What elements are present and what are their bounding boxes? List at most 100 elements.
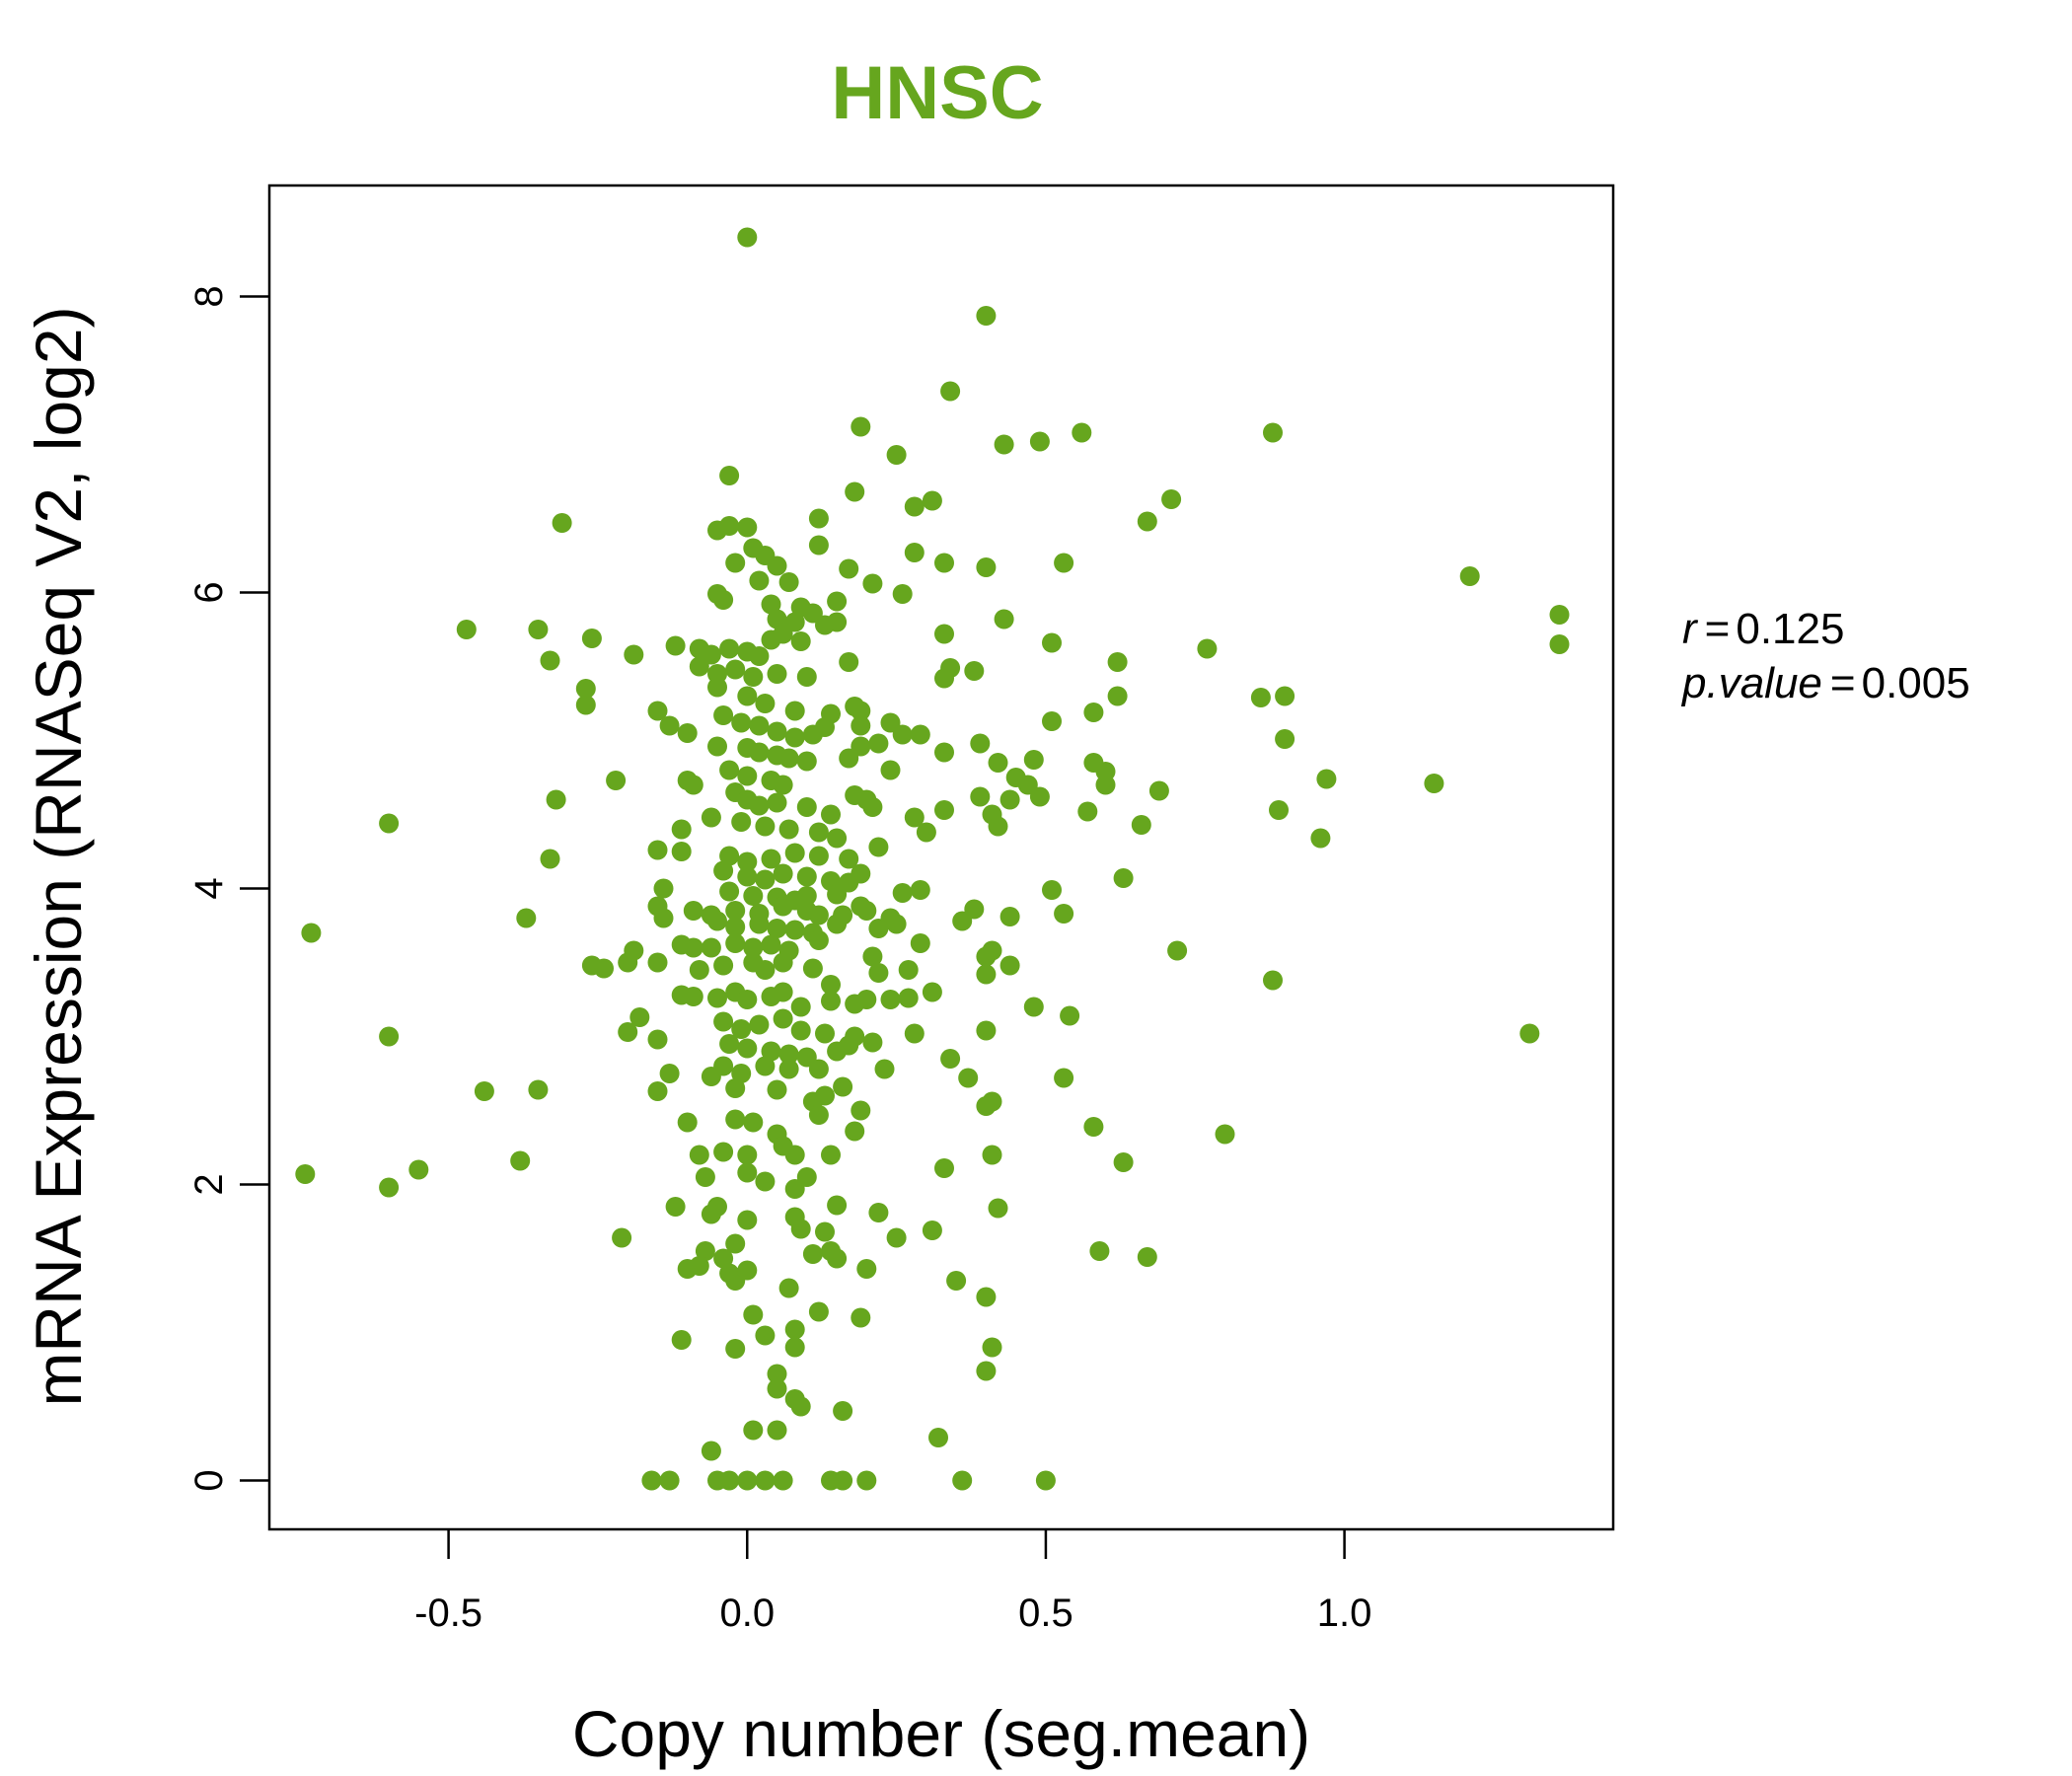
data-point-350	[695, 1241, 715, 1261]
data-point-316	[845, 1121, 865, 1142]
data-point-318	[1215, 1124, 1235, 1145]
data-point-306	[815, 1085, 835, 1106]
data-point-220	[952, 911, 973, 931]
data-point-37	[761, 594, 781, 615]
data-point-22	[808, 535, 829, 555]
data-point-265	[1023, 997, 1044, 1017]
data-point-328	[408, 1159, 429, 1180]
data-point-135	[379, 813, 400, 834]
data-point-172	[839, 849, 859, 869]
data-point-174	[713, 860, 734, 881]
data-point-327	[510, 1150, 531, 1171]
data-point-290	[713, 1056, 734, 1076]
data-point-134	[546, 789, 566, 810]
data-point-89	[647, 701, 668, 721]
data-point-166	[540, 849, 560, 869]
data-point-151	[1029, 786, 1050, 807]
data-point-244	[802, 958, 823, 979]
y-tick-label: 4	[187, 877, 231, 899]
data-point-123	[773, 775, 793, 795]
data-point-336	[934, 1158, 954, 1178]
data-point-14	[1161, 489, 1182, 509]
data-point-84	[851, 701, 871, 721]
data-point-28	[725, 553, 746, 573]
data-point-261	[856, 990, 877, 1009]
x-tick-label: 1.0	[1317, 1591, 1372, 1635]
data-point-58	[934, 624, 954, 644]
data-point-75	[934, 668, 954, 689]
data-point-171	[808, 846, 829, 866]
data-point-294	[808, 1059, 829, 1079]
data-point-149	[988, 816, 1008, 837]
data-point-184	[719, 881, 740, 902]
data-point-381	[833, 1401, 853, 1421]
data-point-192	[910, 880, 930, 900]
data-point-185	[743, 886, 764, 906]
data-point-239	[689, 960, 709, 980]
data-point-105	[707, 736, 727, 757]
data-point-272	[731, 1019, 752, 1039]
data-point-158	[755, 816, 776, 837]
data-point-344	[988, 1198, 1008, 1219]
data-point-94	[749, 715, 770, 736]
data-point-34	[892, 584, 913, 604]
data-point-280	[976, 1020, 997, 1041]
data-points	[295, 227, 1570, 1491]
data-point-12	[922, 490, 942, 511]
y-tick-label: 0	[187, 1469, 231, 1491]
data-point-219	[886, 914, 907, 934]
data-point-255	[737, 990, 758, 1009]
data-point-49	[665, 635, 686, 656]
data-point-376	[767, 1364, 787, 1384]
data-point-195	[683, 901, 703, 921]
data-point-127	[1095, 775, 1116, 795]
data-point-304	[767, 1079, 787, 1100]
data-point-342	[827, 1195, 848, 1216]
x-tick-label: 0.5	[1018, 1591, 1073, 1635]
data-point-275	[790, 1020, 811, 1041]
data-point-311	[677, 1112, 698, 1133]
data-point-297	[958, 1068, 979, 1088]
data-point-375	[982, 1337, 1002, 1358]
data-point-88	[1275, 686, 1295, 706]
data-point-62	[1197, 638, 1218, 659]
data-point-238	[647, 952, 668, 973]
data-point-189	[827, 884, 848, 905]
plot-frame	[267, 184, 1615, 1531]
data-point-245	[821, 975, 841, 995]
data-point-206	[999, 907, 1020, 926]
data-point-59	[994, 609, 1014, 629]
data-point-315	[808, 1105, 829, 1125]
r-value: 0.125	[1736, 605, 1844, 653]
data-point-103	[1042, 711, 1062, 731]
data-point-104	[1275, 729, 1295, 749]
data-point-155	[1310, 828, 1331, 849]
data-point-223	[701, 937, 721, 958]
data-point-333	[755, 1171, 776, 1192]
data-point-338	[665, 1197, 686, 1217]
data-point-253	[707, 988, 727, 1008]
data-point-173	[868, 837, 889, 857]
data-point-323	[784, 1145, 805, 1165]
data-point-252	[683, 987, 703, 1006]
data-point-9	[719, 466, 740, 485]
x-tick-label: -0.5	[414, 1591, 482, 1635]
data-point-291	[731, 1064, 752, 1083]
data-point-112	[851, 736, 871, 757]
data-point-27	[1459, 566, 1480, 586]
data-point-228	[808, 930, 829, 950]
data-point-367	[743, 1304, 764, 1325]
data-point-395	[856, 1470, 877, 1491]
data-point-385	[701, 1441, 721, 1461]
data-point-181	[851, 863, 871, 884]
data-point-31	[749, 570, 770, 591]
data-point-102	[910, 724, 930, 745]
data-point-169	[761, 849, 781, 869]
data-point-99	[851, 715, 871, 736]
data-point-214	[767, 919, 787, 938]
data-point-4	[886, 445, 907, 465]
data-point-107	[749, 742, 770, 763]
data-point-382	[743, 1420, 764, 1441]
data-point-65	[540, 650, 560, 671]
data-point-115	[970, 733, 991, 754]
